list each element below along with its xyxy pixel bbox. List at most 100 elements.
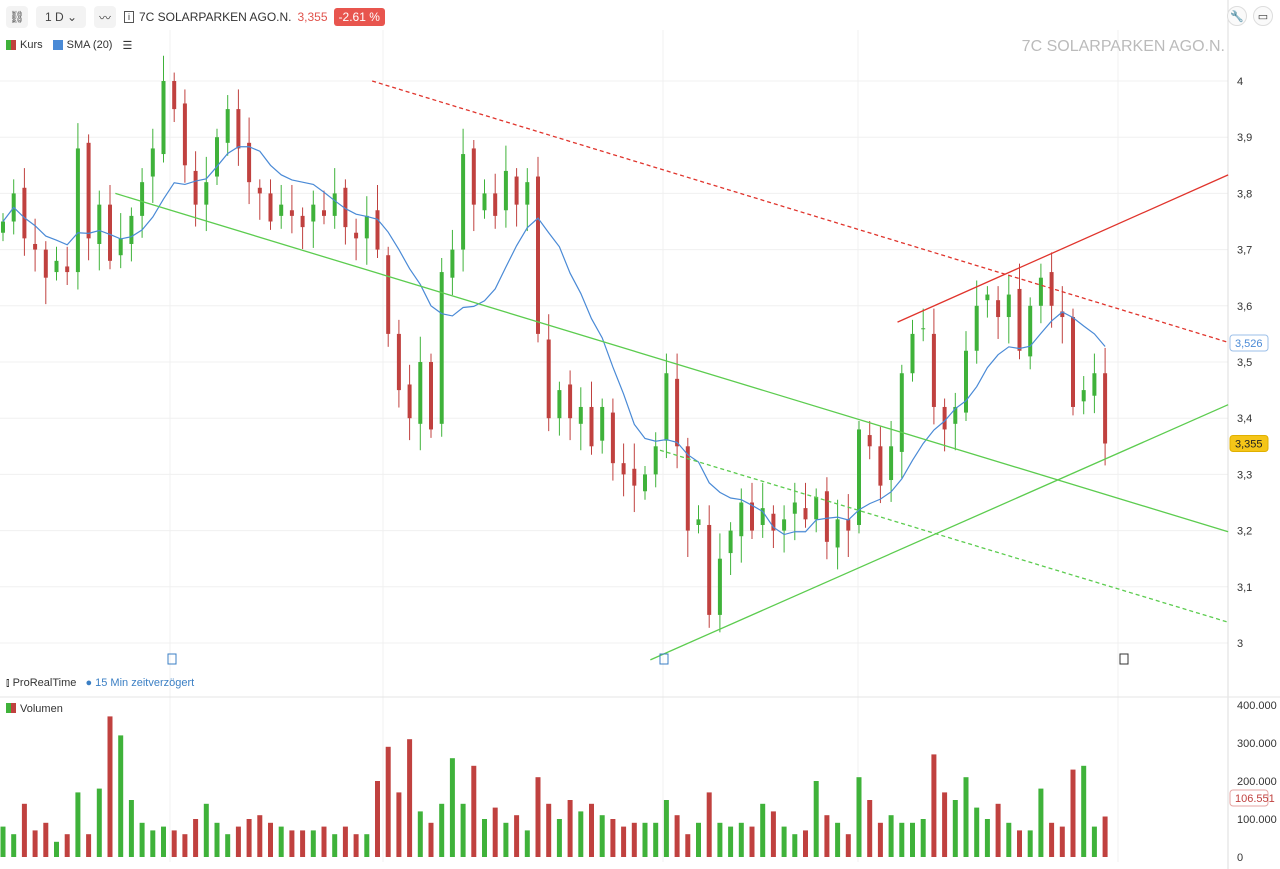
- candle: [257, 179, 262, 220]
- candle: [942, 398, 947, 452]
- y-tick-label: 3,1: [1237, 582, 1252, 594]
- candle: [247, 117, 252, 205]
- volume-bar: [321, 826, 327, 857]
- candle: [439, 258, 444, 437]
- volume-bar: [867, 800, 873, 857]
- volume-bar: [621, 826, 627, 857]
- candle: [108, 184, 112, 270]
- candle: [600, 398, 605, 454]
- candle-body: [225, 109, 230, 143]
- volume-bar: [546, 803, 552, 857]
- volume-bar: [749, 826, 755, 857]
- candle-body: [386, 255, 391, 334]
- volume-bar: [717, 822, 723, 857]
- volume-bar: [482, 819, 487, 857]
- volume-bar: [385, 746, 391, 857]
- candle-body: [418, 362, 423, 424]
- candle-body: [632, 468, 637, 486]
- provider: ProRealTime: [12, 677, 77, 689]
- volume-bar: [75, 792, 81, 857]
- candle-body: [685, 446, 690, 531]
- volume-bar: [43, 822, 49, 857]
- y-tick-label: 3,6: [1237, 301, 1252, 313]
- volume-bar: [193, 819, 199, 857]
- candle-body: [675, 378, 680, 447]
- candle: [150, 128, 155, 203]
- candle: [1038, 263, 1043, 324]
- volume-bar: [1049, 822, 1055, 857]
- candle: [396, 319, 401, 408]
- candle: [386, 246, 391, 347]
- candle: [685, 437, 690, 558]
- window-icon[interactable]: ▭: [1253, 6, 1273, 26]
- volume-bar: [963, 777, 969, 857]
- candle: [1060, 286, 1065, 344]
- candle-body: [65, 266, 70, 273]
- volume-bar: [524, 830, 530, 857]
- candle-body: [824, 491, 829, 542]
- volume-bar: [471, 765, 477, 857]
- legend-kurs[interactable]: Kurs: [20, 39, 43, 51]
- candle: [974, 280, 979, 364]
- candle: [707, 505, 712, 628]
- volume-bar: [706, 792, 712, 857]
- legend-sma[interactable]: SMA (20): [66, 39, 113, 51]
- wrench-icon[interactable]: 🔧: [1227, 6, 1247, 26]
- y-tick-label: 3,5: [1237, 357, 1252, 369]
- candle-body: [193, 170, 198, 205]
- candle: [1081, 376, 1086, 415]
- volume-bar: [492, 807, 498, 857]
- link-icon[interactable]: ⛓: [6, 6, 28, 28]
- volume-bar: [760, 803, 766, 857]
- candle: [878, 426, 883, 504]
- volume-bar: [920, 819, 926, 857]
- candle-body: [578, 406, 583, 424]
- candle: [1071, 308, 1075, 416]
- volume-bar: [214, 822, 220, 857]
- candle: [546, 314, 551, 432]
- volume-bar: [567, 800, 573, 857]
- list-icon[interactable]: ☰: [122, 39, 133, 52]
- candle-body: [439, 272, 444, 424]
- indicators-icon[interactable]: 〰: [94, 6, 116, 28]
- candle: [54, 246, 59, 281]
- volume-bar: [1059, 826, 1065, 857]
- candle: [268, 179, 273, 230]
- candle-body: [835, 519, 840, 548]
- candle: [364, 196, 369, 265]
- volume-tick-label: 0: [1237, 852, 1243, 864]
- candle: [910, 319, 915, 382]
- candle-body: [1071, 317, 1075, 407]
- candle: [33, 218, 38, 272]
- candles-icon: ⫾: [6, 677, 10, 689]
- volume-bar: [685, 834, 691, 857]
- change-badge: -2.61 %: [333, 8, 385, 26]
- candle: [140, 168, 145, 238]
- volume-legend: Volumen: [6, 703, 63, 715]
- candle-body: [610, 412, 615, 464]
- volume-bar: [364, 834, 370, 857]
- candle: [193, 151, 198, 227]
- candle: [1092, 353, 1097, 414]
- interval-select[interactable]: 1 D ⌄: [36, 6, 86, 28]
- volume-bar: [396, 792, 402, 857]
- candle-body: [803, 508, 808, 520]
- volume-bar: [300, 830, 306, 857]
- candle: [471, 140, 476, 232]
- document-icon: [659, 653, 669, 665]
- info-icon[interactable]: i: [124, 11, 134, 23]
- candle-body: [343, 187, 348, 228]
- candle-body: [664, 373, 669, 441]
- volume-bar: [942, 792, 948, 857]
- y-tick-label: 3,2: [1237, 526, 1252, 538]
- volume-bar: [728, 826, 734, 857]
- candle-body: [760, 508, 765, 525]
- volume-bar: [514, 815, 520, 857]
- candle-body: [953, 406, 958, 424]
- candle: [22, 168, 27, 256]
- candle-body: [268, 193, 273, 222]
- candle: [86, 134, 91, 261]
- candle-body: [536, 176, 540, 334]
- candle-body: [546, 339, 551, 419]
